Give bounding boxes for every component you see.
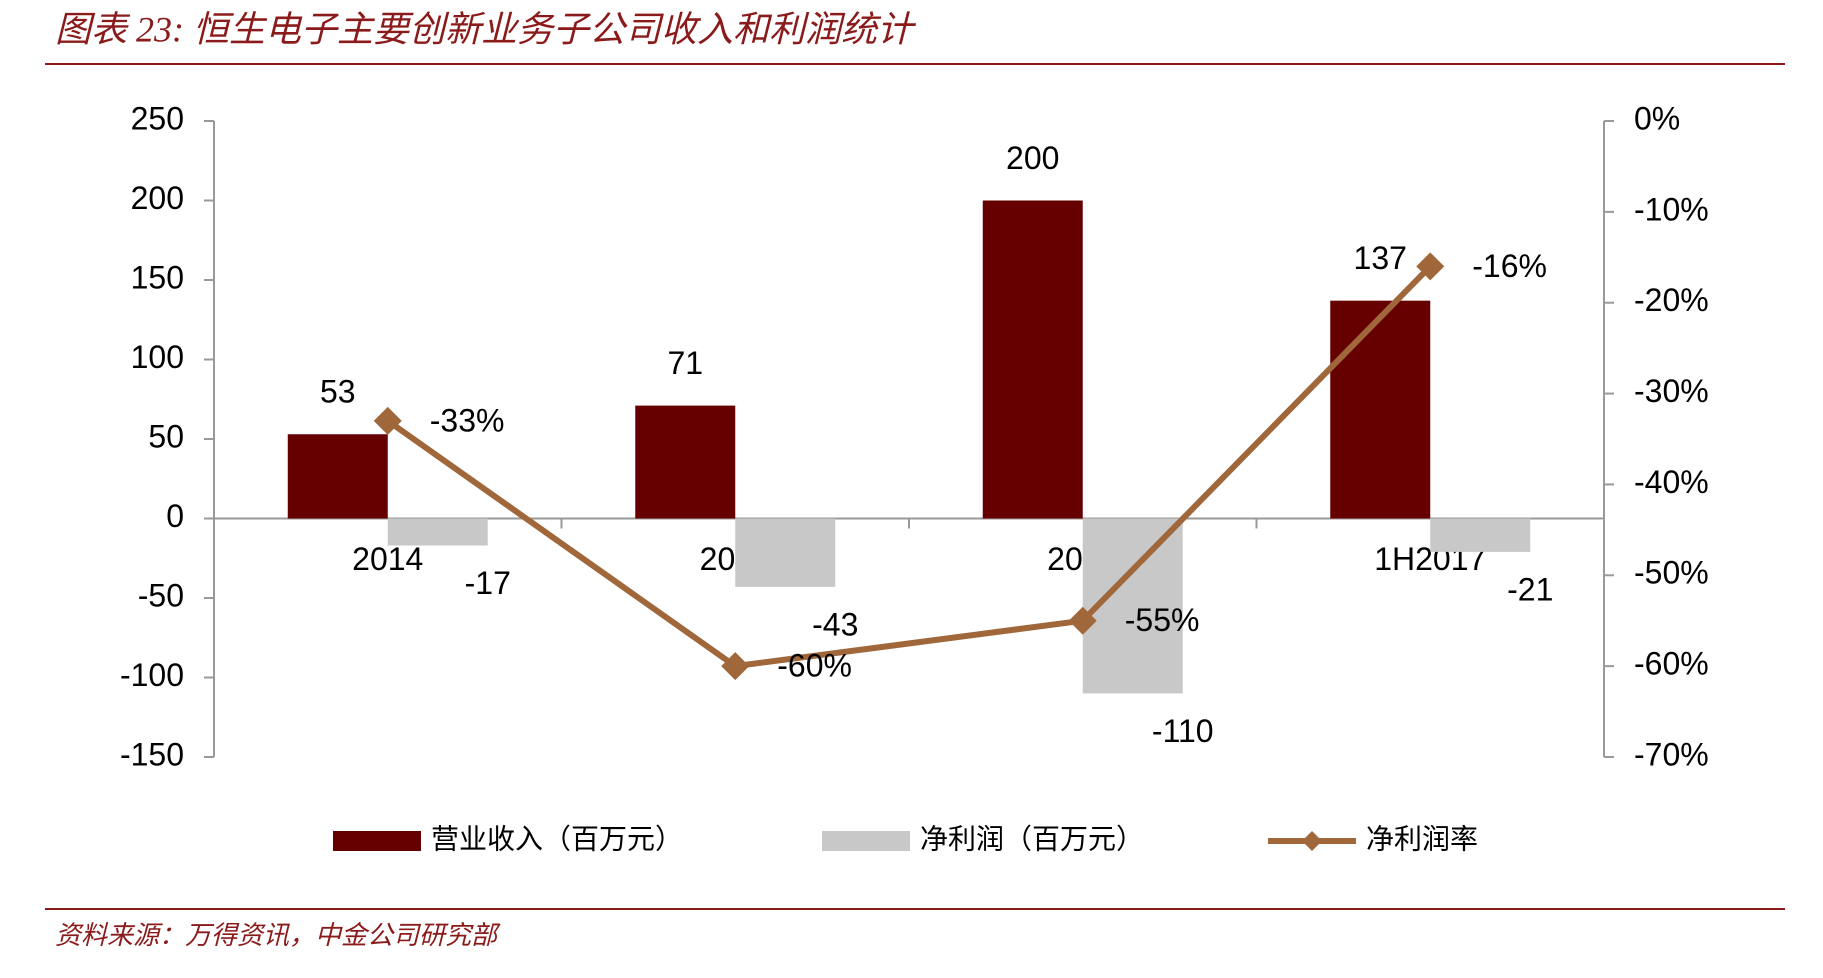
legend-label: 净利润率	[1366, 823, 1478, 854]
y2-tick-label: -30%	[1634, 373, 1709, 409]
y2-tick-label: -60%	[1634, 646, 1709, 682]
y-tick-label: -150	[120, 736, 184, 772]
y-tick-label: 250	[131, 100, 184, 136]
marker	[373, 406, 402, 435]
y-tick-label: 200	[131, 180, 184, 216]
value-label: 137	[1354, 240, 1407, 276]
value-label: -33%	[430, 402, 505, 438]
y2-tick-label: -70%	[1634, 736, 1709, 772]
legend-label: 营业收入（百万元）	[431, 823, 683, 854]
value-label: -55%	[1125, 602, 1200, 638]
value-label: -110	[1152, 713, 1214, 749]
y2-tick-label: -50%	[1634, 555, 1709, 591]
bar	[982, 200, 1083, 519]
marker	[1068, 606, 1097, 635]
bar	[635, 405, 736, 519]
value-label: -60%	[777, 648, 852, 684]
bar	[287, 434, 388, 519]
value-label: -17	[465, 565, 511, 601]
source: 资料来源：万得资讯，中金公司研究部	[55, 921, 501, 950]
bar	[735, 518, 836, 587]
y-tick-label: -50	[138, 577, 184, 613]
legend-marker	[1302, 831, 1322, 851]
x-tick-label: 2014	[352, 541, 423, 577]
value-label: 71	[667, 345, 703, 381]
legend-swatch	[333, 831, 421, 851]
legend-swatch	[822, 831, 910, 851]
y-tick-label: 50	[148, 418, 184, 454]
value-label: -43	[812, 606, 858, 642]
value-label: -21	[1507, 571, 1553, 607]
y2-tick-label: -20%	[1634, 282, 1709, 318]
bar	[1430, 518, 1531, 552]
y2-tick-label: 0%	[1634, 100, 1680, 136]
y-tick-label: -100	[120, 657, 184, 693]
chart-title: 图表 23: 恒生电子主要创新业务子公司收入和利润统计	[55, 9, 917, 49]
value-label: -16%	[1472, 248, 1547, 284]
value-label: 200	[1006, 140, 1059, 176]
marker	[721, 652, 750, 681]
y-tick-label: 100	[131, 339, 184, 375]
value-label: 53	[320, 374, 356, 410]
line	[386, 264, 1433, 670]
y2-tick-label: -10%	[1634, 191, 1709, 227]
y2-tick-label: -40%	[1634, 464, 1709, 500]
bar	[387, 518, 488, 546]
y-tick-label: 0	[166, 498, 184, 534]
y-tick-label: 150	[131, 259, 184, 295]
legend-label: 净利润（百万元）	[920, 823, 1144, 854]
bar	[1330, 300, 1431, 519]
marker	[1416, 252, 1445, 281]
